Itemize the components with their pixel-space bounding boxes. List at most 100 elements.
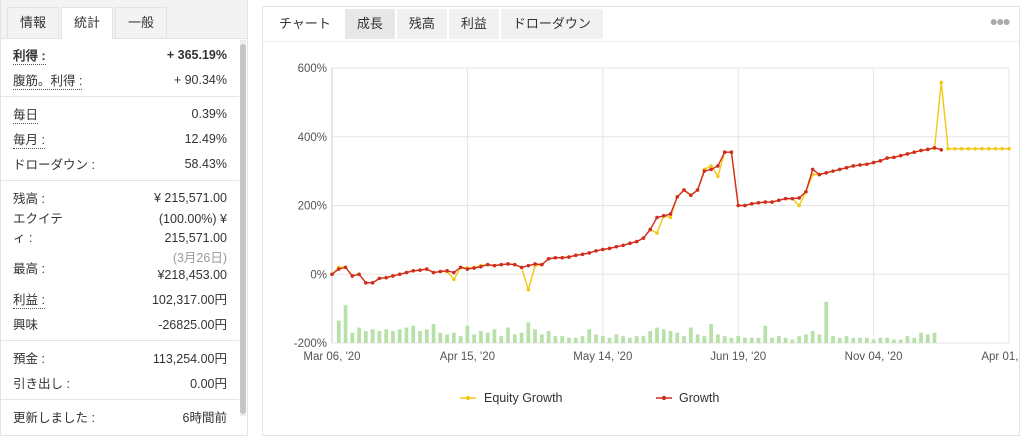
series-point[interactable] bbox=[912, 150, 917, 155]
series-point[interactable] bbox=[350, 274, 355, 278]
series-point[interactable] bbox=[932, 145, 937, 150]
series-point[interactable] bbox=[404, 270, 409, 275]
series-point[interactable] bbox=[452, 277, 456, 282]
tab-stats[interactable]: 統計 bbox=[61, 7, 114, 39]
scrollbar-thumb[interactable] bbox=[240, 44, 246, 414]
series-point[interactable] bbox=[871, 160, 876, 165]
series-point[interactable] bbox=[336, 267, 341, 271]
series-point[interactable] bbox=[878, 159, 883, 163]
series-point[interactable] bbox=[966, 146, 971, 151]
series-point[interactable] bbox=[364, 281, 368, 285]
series-point[interactable] bbox=[959, 146, 964, 151]
series-point[interactable] bbox=[831, 169, 835, 173]
series-point[interactable] bbox=[661, 214, 666, 218]
series-point[interactable] bbox=[689, 193, 693, 197]
ellipsis-icon[interactable]: ●●● bbox=[989, 13, 1011, 29]
series-point[interactable] bbox=[506, 262, 510, 266]
series-point[interactable] bbox=[431, 270, 436, 275]
legend-growth-label[interactable]: Growth bbox=[679, 391, 719, 405]
series-point[interactable] bbox=[743, 203, 747, 208]
series-point[interactable] bbox=[384, 275, 388, 280]
series-point[interactable] bbox=[614, 244, 619, 249]
tab-general[interactable]: 一般 bbox=[115, 7, 168, 38]
series-point[interactable] bbox=[553, 255, 558, 260]
series-point[interactable] bbox=[601, 247, 605, 252]
series-point[interactable] bbox=[668, 212, 673, 216]
series-point[interactable] bbox=[986, 146, 991, 151]
series-point[interactable] bbox=[885, 156, 889, 160]
series-point[interactable] bbox=[709, 164, 713, 168]
series-point[interactable] bbox=[648, 227, 652, 232]
series-point[interactable] bbox=[485, 262, 490, 267]
series-point[interactable] bbox=[810, 167, 815, 172]
tab-drawdown[interactable]: ドローダウン bbox=[500, 9, 603, 39]
series-point[interactable] bbox=[1000, 146, 1005, 151]
series-point[interactable] bbox=[925, 147, 930, 152]
series-point[interactable] bbox=[783, 196, 788, 201]
series-point[interactable] bbox=[424, 267, 429, 271]
tab-profit[interactable]: 利益 bbox=[448, 9, 499, 39]
series-point[interactable] bbox=[458, 265, 463, 270]
series-point[interactable] bbox=[445, 269, 449, 273]
series-point[interactable] bbox=[512, 262, 517, 267]
series-point[interactable] bbox=[465, 267, 470, 271]
series-point[interactable] bbox=[804, 189, 808, 194]
series-point[interactable] bbox=[980, 146, 984, 151]
series-point[interactable] bbox=[370, 281, 375, 285]
series-point[interactable] bbox=[790, 196, 795, 201]
series-point[interactable] bbox=[492, 263, 497, 268]
series-point[interactable] bbox=[675, 195, 680, 199]
series-point[interactable] bbox=[567, 255, 571, 259]
series-point[interactable] bbox=[709, 167, 713, 172]
tab-info[interactable]: 情報 bbox=[7, 7, 60, 38]
series-point[interactable] bbox=[479, 264, 483, 269]
series-point[interactable] bbox=[526, 287, 531, 292]
series-point[interactable] bbox=[905, 152, 910, 156]
series-point[interactable] bbox=[357, 272, 361, 277]
series-point[interactable] bbox=[526, 263, 531, 268]
series-point[interactable] bbox=[716, 174, 720, 179]
series-point[interactable] bbox=[587, 251, 592, 255]
series-point[interactable] bbox=[438, 269, 443, 274]
series-point[interactable] bbox=[668, 215, 673, 220]
series-point[interactable] bbox=[621, 243, 625, 248]
series-point[interactable] bbox=[411, 269, 416, 273]
series-point[interactable] bbox=[655, 231, 659, 235]
series-point[interactable] bbox=[892, 155, 896, 160]
series-point[interactable] bbox=[844, 165, 849, 170]
series-point[interactable] bbox=[607, 246, 612, 251]
series-point[interactable] bbox=[418, 268, 422, 272]
series-point[interactable] bbox=[939, 148, 944, 152]
series-point[interactable] bbox=[573, 253, 578, 258]
series-point[interactable] bbox=[377, 276, 382, 281]
series-point[interactable] bbox=[919, 148, 923, 153]
series-point[interactable] bbox=[756, 200, 761, 205]
series-point[interactable] bbox=[716, 164, 720, 168]
series-point[interactable] bbox=[777, 198, 781, 203]
series-point[interactable] bbox=[695, 188, 700, 192]
series-point[interactable] bbox=[682, 188, 686, 192]
series-point[interactable] bbox=[397, 272, 402, 277]
series-point[interactable] bbox=[770, 200, 774, 204]
series-point[interactable] bbox=[797, 203, 801, 208]
series-point[interactable] bbox=[865, 162, 869, 167]
series-point[interactable] bbox=[546, 256, 551, 261]
series-point[interactable] bbox=[722, 150, 727, 155]
series-point[interactable] bbox=[499, 262, 504, 267]
series-point[interactable] bbox=[343, 265, 348, 270]
series-point[interactable] bbox=[939, 80, 944, 85]
series-point[interactable] bbox=[540, 262, 544, 267]
series-point[interactable] bbox=[1007, 146, 1011, 151]
series-point[interactable] bbox=[824, 171, 829, 175]
series-point[interactable] bbox=[898, 153, 903, 158]
series-point[interactable] bbox=[973, 146, 977, 151]
tab-growth[interactable]: 成長 bbox=[344, 9, 395, 39]
series-point[interactable] bbox=[749, 201, 754, 206]
series-point[interactable] bbox=[634, 239, 639, 244]
series-point[interactable] bbox=[817, 172, 822, 177]
series-point[interactable] bbox=[580, 252, 585, 257]
series-point[interactable] bbox=[946, 146, 950, 151]
series-point[interactable] bbox=[729, 150, 734, 155]
series-point[interactable] bbox=[736, 203, 740, 208]
series-point[interactable] bbox=[763, 200, 768, 204]
